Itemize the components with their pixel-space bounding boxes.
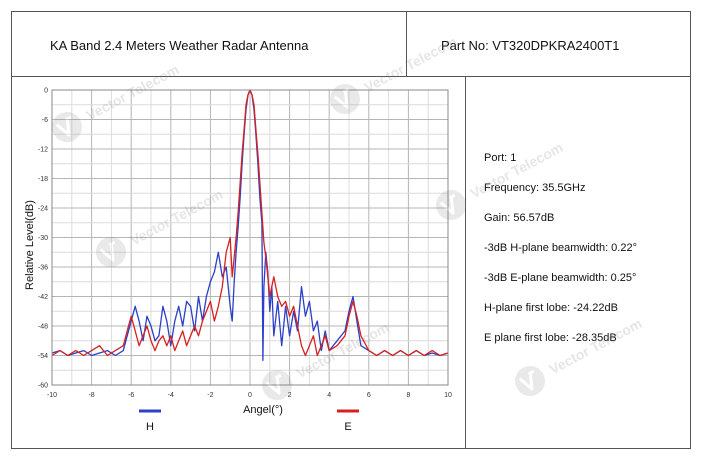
header-column-divider (406, 11, 407, 77)
spec-h-first-lobe: H-plane first lobe: -24.22dB (484, 302, 618, 314)
y-tick-label: -60 (38, 383, 48, 390)
x-axis-label: Angel(°) (243, 404, 283, 416)
y-tick-label: -18 (38, 176, 48, 183)
spec-h-beamwidth: -3dB H-plane beamwidth: 0.22° (484, 242, 637, 254)
x-tick-label: 6 (367, 392, 371, 399)
x-tick-label: -6 (128, 392, 134, 399)
y-axis-label: Relative Level(dB) (24, 200, 36, 290)
x-tick-label: -8 (88, 392, 94, 399)
part-number: Part No: VT320DPKRA2400T1 (441, 38, 620, 53)
legend-label-h: H (146, 421, 154, 433)
chart-axes: -10 -8 -6 -4 -2 0 2 4 6 8 10 0 -6 -12 -18 -24 -30 -36 -42 -… (38, 88, 452, 400)
y-tick-label: -6 (42, 117, 48, 124)
x-tick-label: 8 (406, 392, 410, 399)
spec-frequency: Frequency: 35.5GHz (484, 182, 586, 194)
y-tick-label: -24 (38, 206, 48, 213)
spec-e-beamwidth: -3dB E-plane beamwidth: 0.25° (484, 272, 637, 284)
x-tick-label: -2 (207, 392, 213, 399)
outer-border (11, 11, 691, 449)
x-tick-label: 10 (444, 392, 452, 399)
spec-port: Port: 1 (484, 152, 517, 164)
chart-grid (51, 89, 449, 386)
x-tick-label: -10 (47, 392, 57, 399)
page-title: KA Band 2.4 Meters Weather Radar Antenna (50, 38, 309, 53)
x-tick-label: 2 (288, 392, 292, 399)
y-tick-label: -12 (38, 147, 48, 154)
y-tick-label: 0 (44, 88, 48, 95)
body-column-divider (465, 76, 466, 449)
x-tick-label: 4 (327, 392, 331, 399)
spec-gain: Gain: 56.57dB (484, 212, 555, 224)
chart-series (51, 89, 449, 362)
plot-border (51, 89, 449, 386)
x-tick-label: 0 (248, 392, 252, 399)
y-tick-label: -30 (38, 235, 48, 242)
series-line-e (51, 89, 449, 357)
header-divider (11, 76, 691, 77)
legend-label-e: E (344, 421, 351, 433)
y-tick-label: -48 (38, 324, 48, 331)
y-tick-label: -42 (38, 294, 48, 301)
y-tick-label: -54 (38, 353, 48, 360)
x-tick-label: -4 (168, 392, 174, 399)
y-tick-label: -36 (38, 265, 48, 272)
spec-e-first-lobe: E plane first lobe: -28.35dB (484, 332, 617, 344)
